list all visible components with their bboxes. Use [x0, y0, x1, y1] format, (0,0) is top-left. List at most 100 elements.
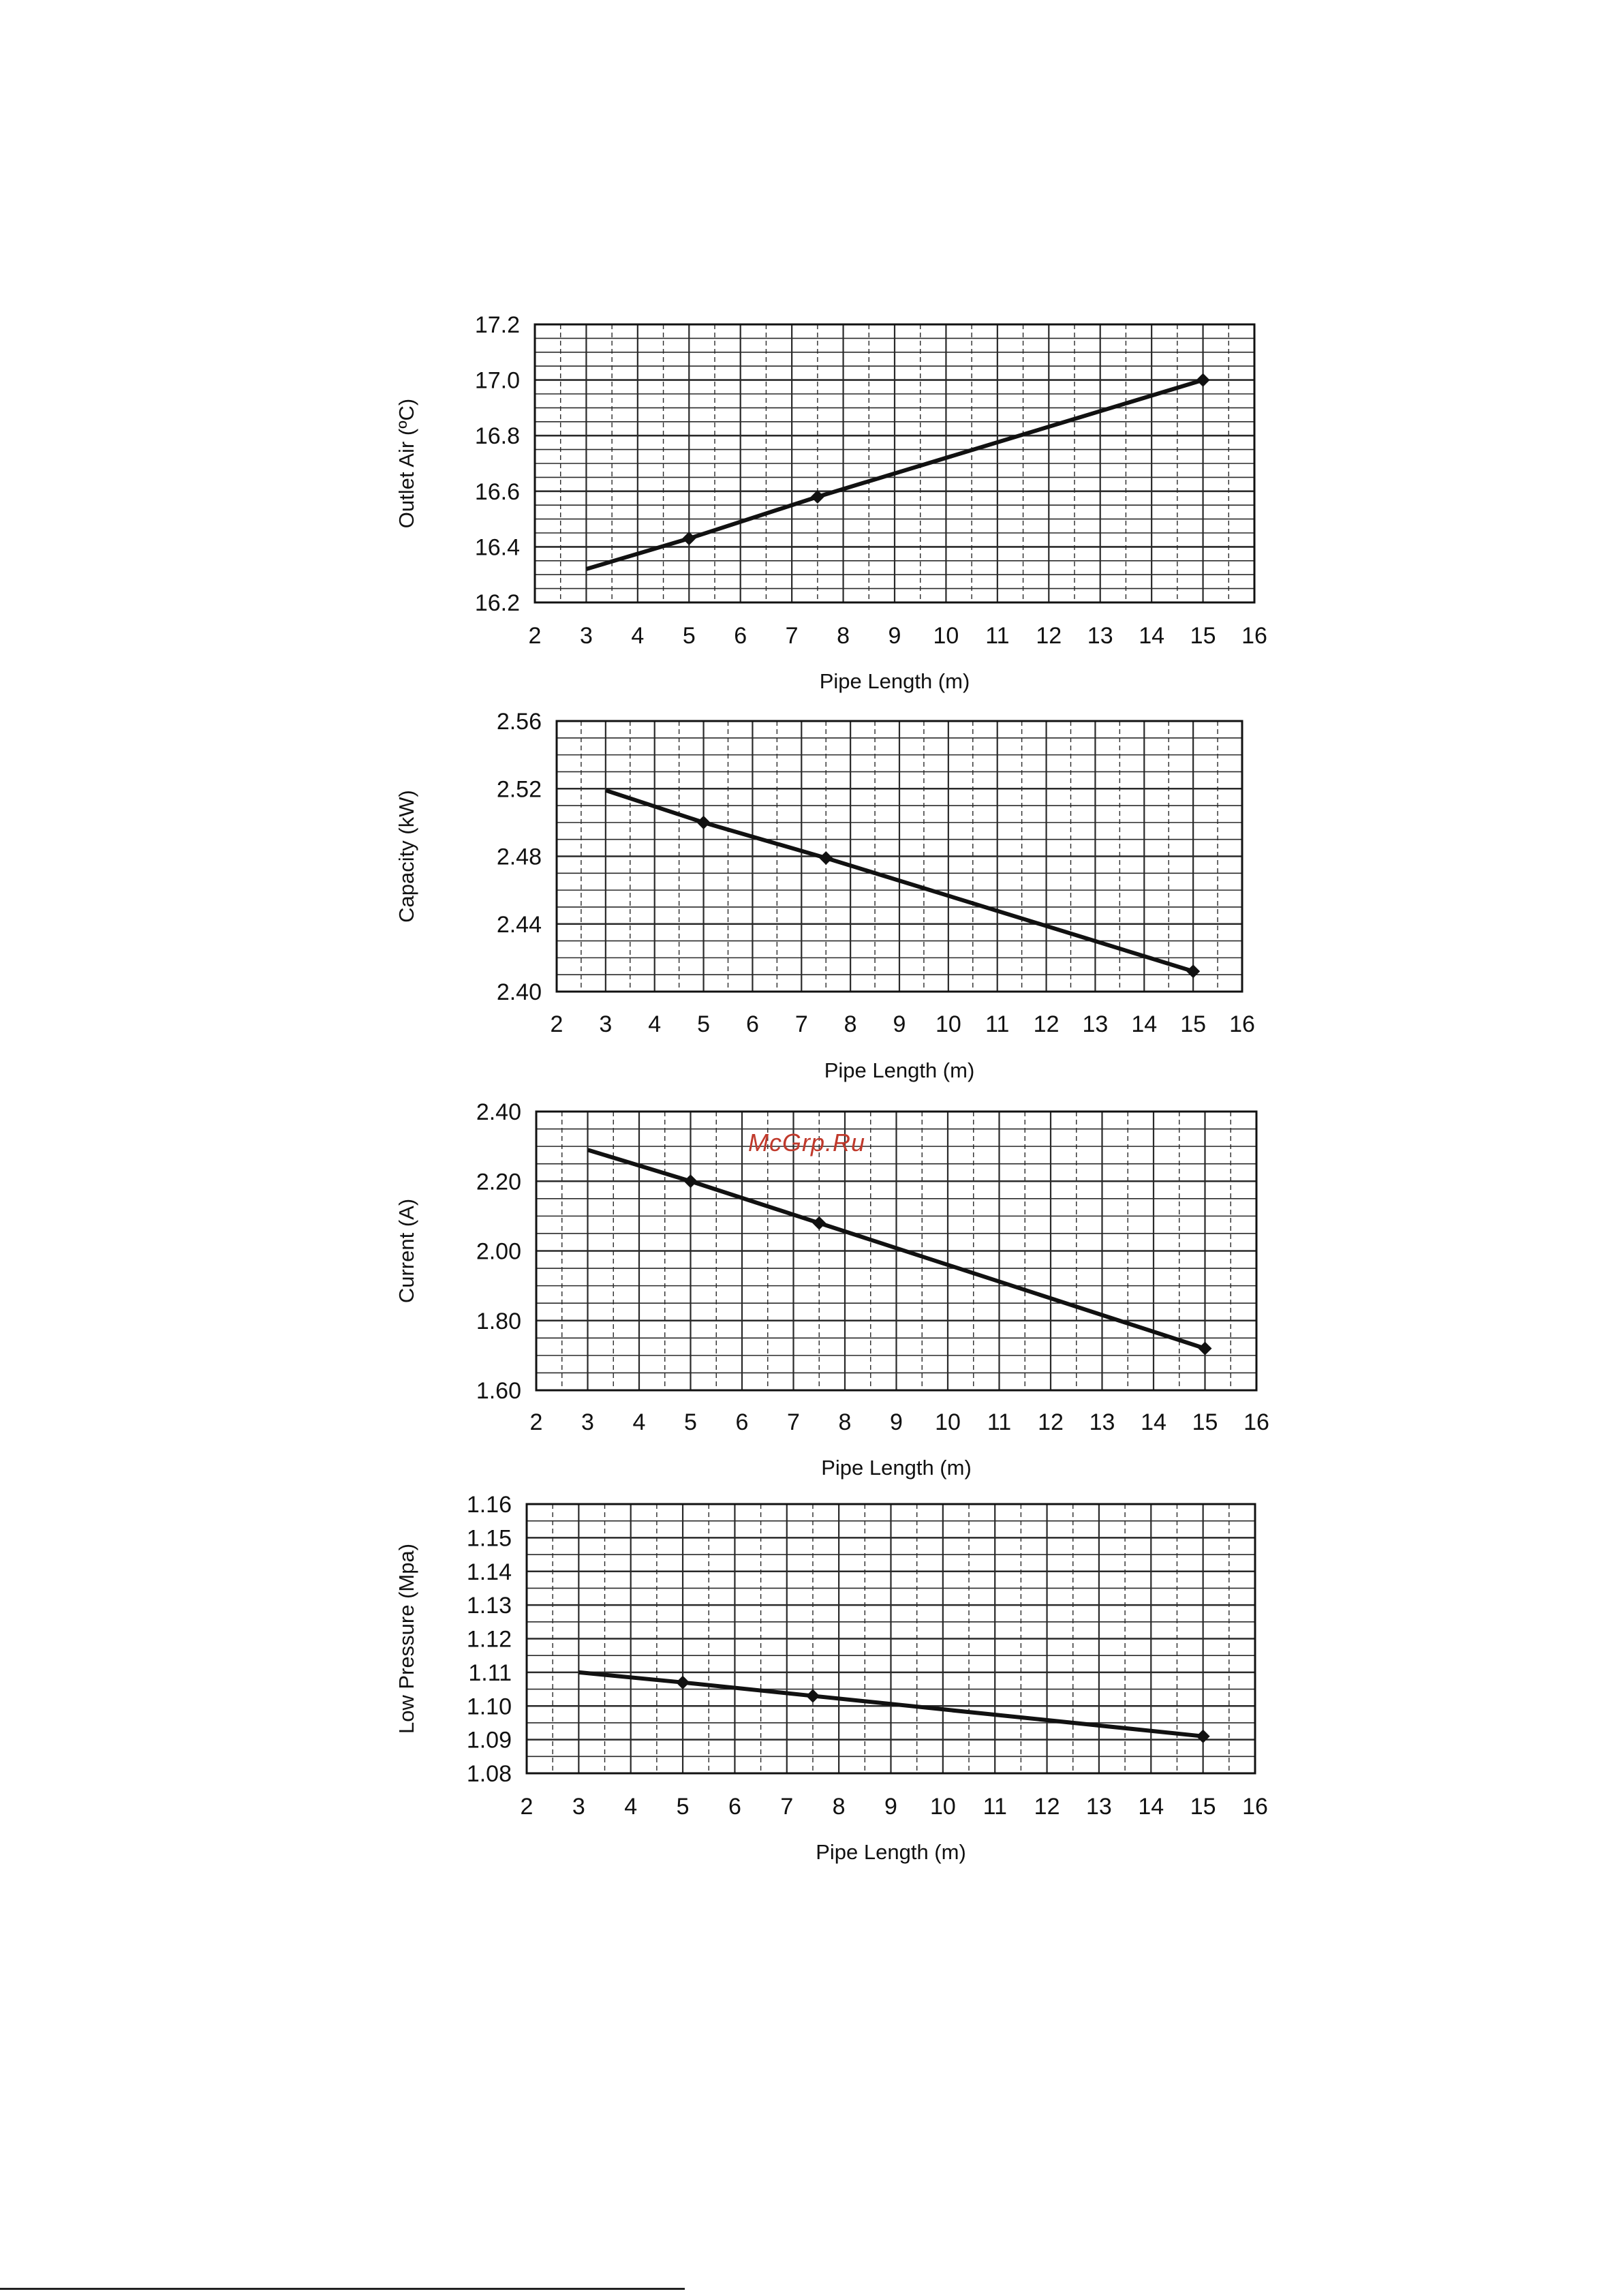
plot-grid	[555, 720, 1243, 993]
x-tick-label: 2	[530, 1409, 543, 1435]
plot-border	[534, 323, 1256, 604]
chart-2: 2 3 4 5 6 7 8 9 10 11 12 13 14 15 16 2.40 2.44 2.48 2.52 2.…	[395, 709, 1255, 1082]
x-tick-label: 11	[985, 623, 1009, 649]
y-tick-label: 2.20	[476, 1169, 521, 1195]
x-axis-label: Pipe Length (m)	[821, 1456, 972, 1480]
plot-grid	[535, 1110, 1258, 1392]
x-tick-label: 12	[1034, 1011, 1060, 1037]
x-tick-label: 4	[633, 1409, 646, 1435]
x-tick-label: 16	[1229, 1011, 1255, 1037]
x-tick-label: 7	[780, 1794, 793, 1820]
plot-border	[525, 1503, 1256, 1775]
chart-4: 2 3 4 5 6 7 8 9 10 11 12 13 14 15 16 1.08 1.09 1.10 1.11 1.…	[395, 1492, 1268, 1864]
x-tick-label: 8	[844, 1011, 857, 1037]
x-tick-label: 6	[734, 623, 747, 649]
data-point	[1196, 373, 1210, 387]
x-tick-label: 13	[1083, 1011, 1109, 1037]
x-tick-label: 3	[599, 1011, 612, 1037]
data-point	[683, 1174, 698, 1189]
y-tick-label: 17.0	[475, 368, 520, 394]
y-tick-label: 1.11	[468, 1660, 512, 1686]
y-tick-label: 1.10	[467, 1694, 512, 1719]
x-tick-label: 2	[551, 1011, 563, 1037]
y-tick-label: 2.40	[476, 1099, 521, 1125]
data-point	[810, 489, 824, 504]
y-tick-label: 17.2	[475, 312, 520, 338]
x-tick-label: 12	[1036, 623, 1062, 649]
y-axis-label: Capacity (kW)	[395, 790, 418, 923]
y-tick-label: 16.4	[475, 534, 520, 560]
y-tick-label: 1.15	[467, 1525, 512, 1551]
series-line	[578, 1670, 1203, 1739]
x-tick-label: 3	[581, 1409, 594, 1435]
data-point	[1198, 1341, 1212, 1356]
chart-3: 2 3 4 5 6 7 8 9 10 11 12 13 14 15 16 1.60 1.80 2.00 2.20 2.…	[395, 1099, 1269, 1480]
y-tick-label: 1.13	[467, 1593, 512, 1619]
data-point	[805, 1689, 820, 1703]
x-tick-label: 13	[1087, 623, 1113, 649]
chart-1: 2 3 4 5 6 7 8 9 10 11 12 13 14 15 16 16.2 16.4 16.6 16.8 17…	[395, 312, 1267, 693]
x-tick-label: 2	[521, 1794, 534, 1820]
plot-grid	[525, 1503, 1256, 1775]
y-tick-label: 1.12	[467, 1627, 512, 1653]
x-axis-label: Pipe Length (m)	[816, 1840, 966, 1864]
x-tick-label: 9	[888, 623, 901, 649]
x-tick-label: 15	[1192, 1409, 1218, 1435]
x-tick-label: 5	[683, 623, 696, 649]
x-tick-label: 16	[1241, 623, 1267, 649]
series-line	[587, 1148, 1206, 1351]
y-axis-label: Current (A)	[395, 1199, 418, 1303]
x-tick-label: 4	[624, 1794, 637, 1820]
x-tick-label: 8	[833, 1794, 846, 1820]
x-tick-label: 8	[837, 623, 850, 649]
x-tick-label: 9	[884, 1794, 897, 1820]
x-axis-label: Pipe Length (m)	[824, 1058, 975, 1082]
x-tick-label: 11	[985, 1011, 1009, 1037]
x-tick-label: 10	[936, 1011, 961, 1037]
x-tick-label: 5	[677, 1794, 690, 1820]
x-tick-label: 7	[795, 1011, 808, 1037]
x-tick-label: 15	[1190, 623, 1216, 649]
y-tick-label: 2.56	[497, 709, 542, 735]
x-tick-label: 11	[987, 1409, 1011, 1435]
y-tick-label: 2.00	[476, 1239, 521, 1265]
watermark-text: McGrp.Ru	[748, 1129, 866, 1157]
x-tick-label: 11	[983, 1794, 1007, 1820]
x-tick-label: 6	[746, 1011, 759, 1037]
data-point	[682, 532, 696, 546]
data-point	[1186, 964, 1201, 979]
x-tick-label: 10	[930, 1794, 956, 1820]
data-point	[696, 815, 711, 829]
x-tick-label: 7	[787, 1409, 800, 1435]
plot-border	[555, 720, 1243, 993]
x-tick-label: 3	[572, 1794, 585, 1820]
series-line	[604, 788, 1194, 974]
x-tick-label: 4	[631, 623, 644, 649]
y-tick-label: 16.6	[475, 479, 520, 505]
y-tick-label: 2.44	[497, 912, 542, 938]
x-tick-label: 16	[1243, 1409, 1269, 1435]
x-tick-label: 4	[648, 1011, 661, 1037]
x-tick-label: 9	[890, 1409, 903, 1435]
x-tick-label: 9	[893, 1011, 906, 1037]
x-axis-label: Pipe Length (m)	[820, 669, 970, 693]
x-tick-label: 15	[1190, 1794, 1216, 1820]
x-tick-label: 12	[1034, 1794, 1060, 1820]
plot-grid	[534, 323, 1256, 604]
x-tick-label: 5	[697, 1011, 710, 1037]
x-tick-label: 16	[1242, 1794, 1268, 1820]
x-tick-label: 13	[1086, 1794, 1112, 1820]
footer-rule	[0, 2288, 685, 2290]
y-tick-label: 2.40	[497, 979, 542, 1005]
y-tick-label: 2.52	[497, 776, 542, 802]
y-tick-label: 1.80	[476, 1308, 521, 1334]
y-tick-label: 16.2	[475, 590, 520, 616]
x-tick-label: 6	[728, 1794, 741, 1820]
x-tick-label: 14	[1139, 623, 1164, 649]
x-tick-label: 10	[935, 1409, 961, 1435]
x-tick-label: 12	[1038, 1409, 1064, 1435]
x-tick-label: 5	[684, 1409, 697, 1435]
x-tick-label: 2	[529, 623, 542, 649]
y-tick-label: 1.08	[467, 1761, 512, 1787]
y-tick-label: 16.8	[475, 423, 520, 449]
